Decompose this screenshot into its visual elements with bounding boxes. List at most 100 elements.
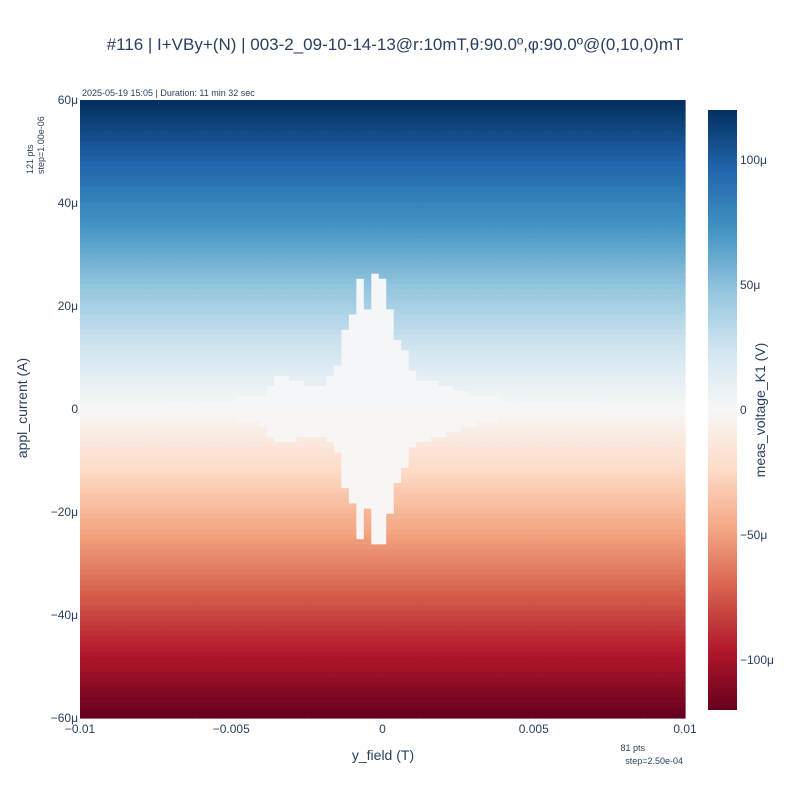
heatmap-cell <box>647 380 656 387</box>
heatmap-cell <box>236 360 245 367</box>
heatmap-cell <box>109 130 118 137</box>
heatmap-cell <box>632 288 641 295</box>
heatmap-cell <box>602 110 611 116</box>
heatmap-cell <box>289 181 298 188</box>
heatmap-cell <box>558 197 567 203</box>
heatmap-cell <box>199 151 208 157</box>
heatmap-cell <box>162 319 171 326</box>
heatmap-cell <box>184 380 193 387</box>
heatmap-cell <box>565 375 574 382</box>
heatmap-cell <box>386 151 395 157</box>
heatmap-cell <box>162 288 171 295</box>
heatmap-cell <box>311 355 320 362</box>
heatmap-cell <box>154 329 163 336</box>
heatmap-cell <box>468 176 477 183</box>
heatmap-cell <box>139 227 148 234</box>
heatmap-cell <box>528 314 537 321</box>
heatmap-cell <box>490 396 499 402</box>
heatmap-cell <box>199 345 208 351</box>
heatmap-cell <box>677 222 686 229</box>
heatmap-cell <box>184 401 193 408</box>
heatmap-cell <box>229 273 238 280</box>
heatmap-cell <box>535 212 544 219</box>
heatmap-cell <box>236 135 245 142</box>
heatmap-cell <box>468 375 477 382</box>
heatmap-cell <box>117 288 126 295</box>
heatmap-cell <box>363 268 372 275</box>
heatmap-cell <box>124 145 133 152</box>
heatmap-cell <box>453 105 462 111</box>
heatmap-cell <box>416 110 425 116</box>
heatmap-cell <box>214 161 223 167</box>
heatmap-cell <box>468 227 477 234</box>
heatmap-cell <box>513 253 522 259</box>
heatmap-cell <box>184 365 193 372</box>
heatmap-cell <box>655 309 664 316</box>
heatmap-cell <box>221 268 230 275</box>
heatmap-cell <box>192 222 201 229</box>
heatmap-cell <box>431 350 440 356</box>
heatmap-cell <box>319 161 328 167</box>
heatmap-cell <box>625 145 634 152</box>
heatmap-cell <box>259 350 268 356</box>
heatmap-cell <box>408 145 417 152</box>
heatmap-cell <box>558 309 567 316</box>
heatmap-cell <box>259 253 268 259</box>
heatmap-cell <box>528 370 537 377</box>
heatmap-cell <box>221 166 230 173</box>
heatmap-cell <box>535 135 544 142</box>
heatmap-cell <box>572 278 582 285</box>
heatmap-cell <box>266 329 275 336</box>
heatmap-cell <box>147 340 156 346</box>
heatmap-cell <box>655 237 664 244</box>
heatmap-cell <box>132 370 141 377</box>
heatmap-cell <box>640 288 649 295</box>
heatmap-cell <box>587 319 596 326</box>
heatmap-cell <box>109 314 118 321</box>
heatmap-cell <box>289 406 298 413</box>
heatmap-cell <box>102 191 111 198</box>
heatmap-cell <box>371 130 380 137</box>
heatmap-cell <box>490 386 499 392</box>
heatmap-cell <box>132 324 141 331</box>
heatmap-cell <box>550 365 559 372</box>
heatmap-cell <box>341 411 350 418</box>
heatmap-cell <box>632 212 641 219</box>
heatmap-cell <box>251 283 260 290</box>
heatmap-cell <box>169 396 178 402</box>
heatmap-cell <box>139 345 148 351</box>
heatmap-cell <box>445 125 455 132</box>
heatmap-cell <box>341 391 350 397</box>
heatmap-cell <box>236 145 245 152</box>
heatmap-cell <box>274 314 283 321</box>
heatmap-cell <box>192 345 201 351</box>
heatmap-cell <box>341 110 350 116</box>
heatmap-cell <box>94 350 104 356</box>
heatmap-cell <box>565 263 574 270</box>
heatmap-cell <box>475 243 484 249</box>
heatmap-cell <box>348 110 357 116</box>
heatmap-cell <box>356 370 365 377</box>
heatmap-cell <box>490 140 499 147</box>
heatmap-cell <box>498 375 507 382</box>
heatmap-cell <box>333 360 343 367</box>
heatmap-cell <box>266 130 275 137</box>
heatmap-cell <box>423 176 432 183</box>
heatmap-cell <box>528 273 537 280</box>
heatmap-cell <box>206 319 216 326</box>
heatmap-cell <box>311 130 320 137</box>
heatmap-cell <box>401 202 410 208</box>
heatmap-cell <box>423 130 432 137</box>
heatmap-cell <box>565 207 574 213</box>
heatmap-cell <box>356 186 365 193</box>
heatmap-cell <box>490 105 499 111</box>
heatmap-cell <box>670 401 679 408</box>
heatmap-cell <box>587 273 596 280</box>
heatmap-cell <box>87 191 96 198</box>
heatmap-cell <box>333 115 343 122</box>
heatmap-cell <box>371 227 380 234</box>
heatmap-cell <box>378 396 387 402</box>
heatmap-cell <box>393 258 402 265</box>
heatmap-cell <box>341 304 350 311</box>
